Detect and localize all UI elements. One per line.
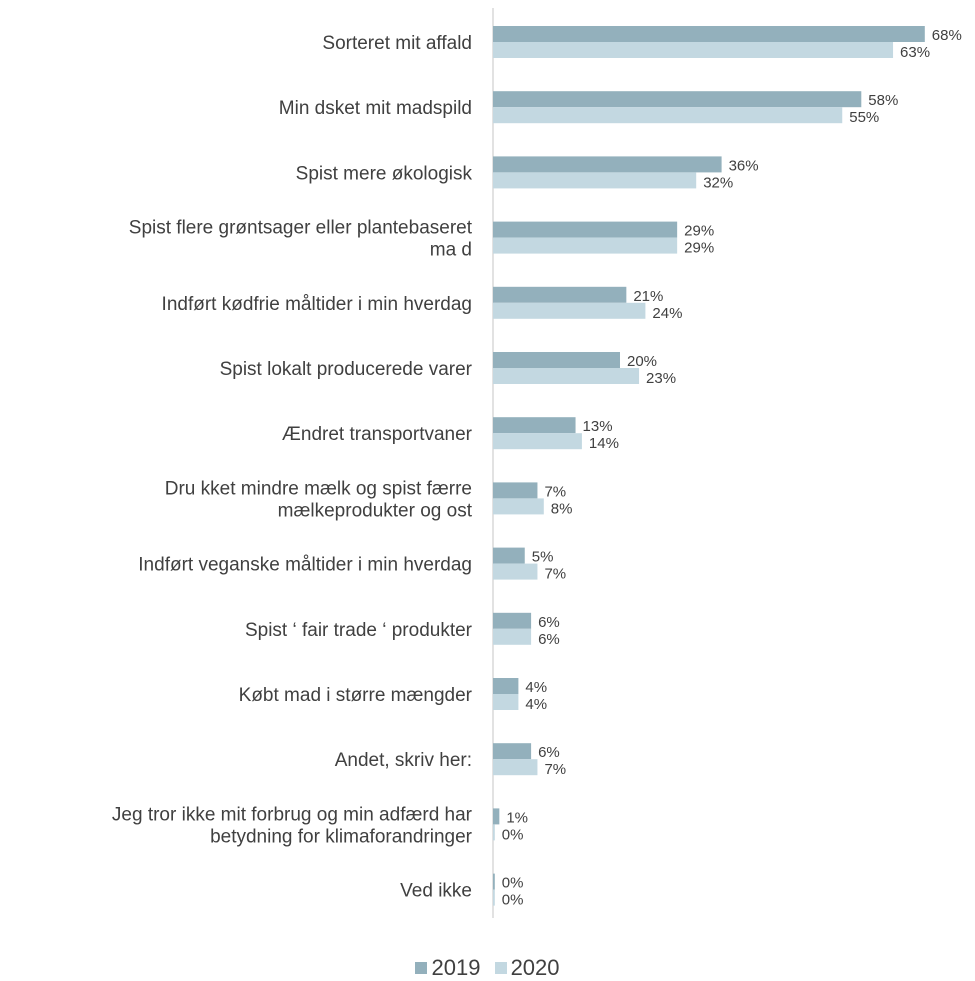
category-label-line: Indført kødfrie måltider i min hverdag xyxy=(162,294,472,315)
value-label-2019: 1% xyxy=(506,809,528,826)
bar-2019 xyxy=(493,873,495,890)
bar-2020 xyxy=(493,694,519,710)
bar-2019 xyxy=(493,612,532,629)
legend-swatch-2020 xyxy=(494,962,507,974)
category-label-line: Sorteret mit affald xyxy=(322,33,472,54)
bar-2019 xyxy=(493,743,532,760)
bar-2020 xyxy=(493,628,532,645)
category-label-line: Spist lokalt producerede varer xyxy=(220,359,473,380)
value-label-2019: 4% xyxy=(525,679,547,696)
bar-2019 xyxy=(493,91,862,108)
category-label: Sorteret mit affald xyxy=(322,33,472,54)
value-label-2019: 21% xyxy=(633,288,663,305)
bars-group xyxy=(493,26,925,906)
category-label-line: Spist ‘ fair trade ‘ produkter xyxy=(245,620,473,641)
bar-2019 xyxy=(493,221,678,238)
category-label-line: Spist flere grøntsager eller plantebaser… xyxy=(129,218,473,239)
category-label: Jeg tror ikke mit forbrug og min adfærd … xyxy=(112,804,473,847)
bar-2019 xyxy=(493,286,627,303)
category-label: Ved ikke xyxy=(400,881,472,902)
bar-2019 xyxy=(493,417,576,434)
bar-2020 xyxy=(493,433,582,450)
category-label-line: mælkeprodukter og ost xyxy=(278,500,473,521)
value-label-2020: 23% xyxy=(646,370,676,387)
legend-label-2020: 2020 xyxy=(510,955,560,980)
category-label-line: Købt mad i større mængder xyxy=(239,685,473,706)
legend-item-2020: 2020 xyxy=(494,955,560,981)
category-label-line: Spist mere økologisk xyxy=(296,163,473,184)
bar-2019 xyxy=(493,482,538,499)
category-label: Spist flere grøntsager eller plantebaser… xyxy=(129,218,473,261)
bar-2020 xyxy=(493,498,544,515)
bar-2020 xyxy=(493,302,646,319)
bar-2020 xyxy=(493,889,495,906)
legend-label-2019: 2019 xyxy=(431,955,481,980)
bar-2019 xyxy=(493,156,722,173)
value-label-2020: 0% xyxy=(502,892,524,909)
value-label-2019: 7% xyxy=(544,483,566,500)
category-labels: Sorteret mit affald Min dsket mit madspil… xyxy=(112,33,473,902)
category-label-line: Min dsket mit madspild xyxy=(279,98,472,119)
category-label-line: Dru kket mindre mælk og spist færre xyxy=(165,478,472,499)
category-label: Spist lokalt producerede varer xyxy=(220,359,473,380)
bar-2020 xyxy=(493,368,640,384)
category-label: Indført veganske måltider i min hverdag xyxy=(138,555,472,576)
legend-item-2019: 2019 xyxy=(415,955,480,981)
value-label-2020: 4% xyxy=(525,696,547,713)
bar-2020 xyxy=(493,824,495,841)
value-label-2019: 29% xyxy=(684,223,714,240)
value-label-2019: 6% xyxy=(538,744,560,761)
bar-2020 xyxy=(493,42,894,58)
value-label-2020: 24% xyxy=(652,305,682,322)
value-label-2020: 32% xyxy=(703,174,733,191)
value-label-2019: 36% xyxy=(729,157,759,174)
category-label-line: Jeg tror ikke mit forbrug og min adfærd … xyxy=(112,804,473,825)
category-label-line: Ændret transportvaner xyxy=(282,424,473,445)
category-label: Spist mere økologisk xyxy=(296,163,473,184)
value-label-2020: 8% xyxy=(551,500,573,517)
legend-swatch-2019 xyxy=(415,962,428,974)
bar-2019 xyxy=(493,26,925,42)
value-label-2019: 58% xyxy=(868,92,898,109)
category-label: Min dsket mit madspild xyxy=(279,98,472,119)
category-label-line: Ved ikke xyxy=(400,881,472,902)
legend: 2019 2020 xyxy=(0,954,975,981)
value-label-2019: 5% xyxy=(532,549,554,566)
bar-2020 xyxy=(493,759,538,776)
value-label-2019: 20% xyxy=(627,353,657,370)
value-label-2020: 0% xyxy=(502,826,524,843)
value-label-2019: 13% xyxy=(583,418,613,435)
bar-2019 xyxy=(493,352,620,368)
value-label-2020: 14% xyxy=(589,435,619,452)
value-label-2020: 63% xyxy=(900,44,930,61)
category-label: Dru kket mindre mælk og spist færre mælke… xyxy=(165,478,473,521)
bar-2020 xyxy=(493,107,843,124)
category-label-line: Andet, skriv her: xyxy=(335,750,472,771)
bar-chart: Sorteret mit affald Min dsket mit madspil… xyxy=(112,8,962,918)
value-label-2020: 29% xyxy=(684,240,714,257)
bar-2019 xyxy=(493,678,519,694)
category-label: Indført kødfrie måltider i min hverdag xyxy=(162,294,472,315)
value-label-2020: 55% xyxy=(849,109,879,126)
bar-2020 xyxy=(493,563,538,580)
category-label-line: ma d xyxy=(430,240,472,261)
category-label: Ændret transportvaner xyxy=(282,424,473,445)
bar-2019 xyxy=(493,547,525,564)
value-label-2019: 0% xyxy=(502,875,524,892)
category-label-line: Indført veganske måltider i min hverdag xyxy=(138,555,472,576)
value-label-2019: 6% xyxy=(538,614,560,631)
category-label-line: betydning for klimaforandringer xyxy=(210,826,473,847)
category-label: Andet, skriv her: xyxy=(335,750,472,771)
value-label-2020: 6% xyxy=(538,631,560,648)
bar-2020 xyxy=(493,237,678,254)
category-label: Spist ‘ fair trade ‘ produkter xyxy=(245,620,473,641)
value-labels: 68%63%58%55%36%32%29%29%21%24%20%23%13%1… xyxy=(502,27,962,909)
value-label-2020: 7% xyxy=(544,761,566,778)
bar-2020 xyxy=(493,172,697,189)
value-label-2020: 7% xyxy=(544,566,566,583)
value-label-2019: 68% xyxy=(932,27,962,44)
category-label: Købt mad i større mængder xyxy=(239,685,473,706)
bar-2019 xyxy=(493,808,500,825)
